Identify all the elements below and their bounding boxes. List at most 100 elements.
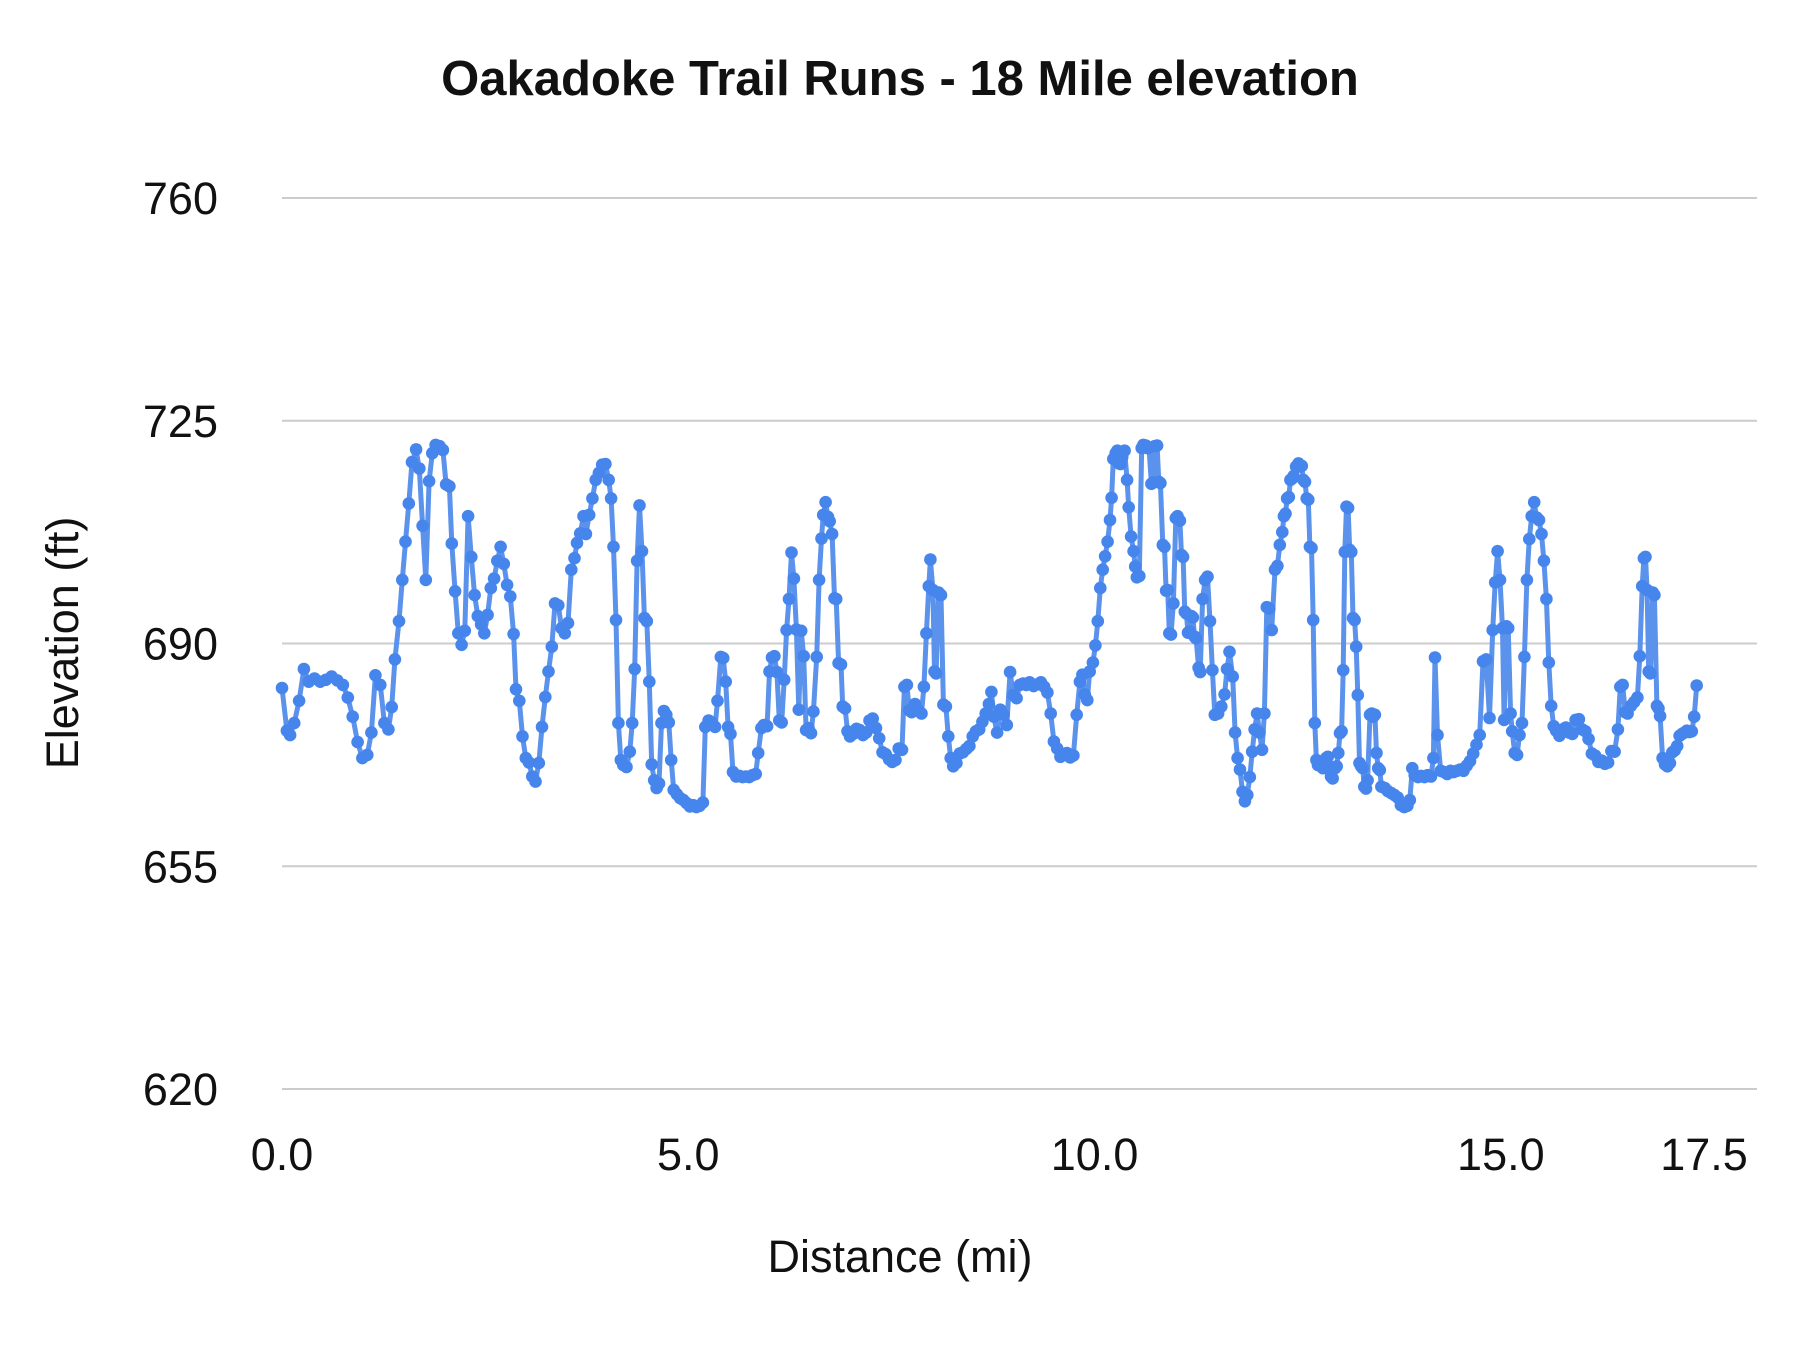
data-point-marker[interactable] (1245, 745, 1259, 758)
data-point-marker[interactable] (1128, 560, 1142, 573)
data-point-marker[interactable] (422, 474, 436, 488)
data-point-marker[interactable] (545, 640, 559, 653)
data-point-marker[interactable] (1356, 761, 1369, 775)
data-point-marker[interactable] (1424, 770, 1438, 783)
data-point-marker[interactable] (823, 515, 836, 528)
data-point-marker[interactable] (484, 581, 498, 595)
data-point-marker[interactable] (448, 585, 462, 598)
data-point-marker[interactable] (1305, 541, 1318, 555)
data-point-marker[interactable] (866, 712, 879, 725)
data-point-marker[interactable] (1243, 770, 1257, 784)
data-point-marker[interactable] (1101, 535, 1114, 548)
data-point-marker[interactable] (1540, 592, 1553, 606)
data-point-marker[interactable] (1483, 711, 1496, 725)
data-point-marker[interactable] (1631, 691, 1644, 704)
data-point-marker[interactable] (1520, 573, 1534, 587)
data-point-marker[interactable] (561, 616, 575, 630)
data-point-marker[interactable] (1493, 573, 1507, 587)
data-point-marker[interactable] (895, 743, 909, 757)
data-point-marker[interactable] (500, 578, 514, 592)
data-point-marker[interactable] (633, 499, 646, 512)
data-point-marker[interactable] (794, 624, 808, 638)
data-point-marker[interactable] (780, 623, 793, 637)
data-point-marker[interactable] (620, 760, 633, 774)
data-point-marker[interactable] (1098, 550, 1112, 563)
data-point-marker[interactable] (382, 723, 395, 736)
data-point-marker[interactable] (1644, 667, 1657, 680)
data-point-marker[interactable] (1203, 614, 1217, 628)
data-point-marker[interactable] (1479, 653, 1493, 666)
data-point-marker[interactable] (292, 694, 306, 708)
data-point-marker[interactable] (1431, 728, 1444, 742)
data-point-marker[interactable] (570, 536, 584, 550)
data-point-marker[interactable] (504, 590, 517, 603)
data-point-marker[interactable] (1070, 708, 1083, 722)
data-point-marker[interactable] (1096, 563, 1109, 576)
data-point-marker[interactable] (1648, 588, 1661, 602)
data-point-marker[interactable] (346, 710, 360, 723)
data-point-marker[interactable] (1122, 501, 1135, 514)
data-point-marker[interactable] (1067, 749, 1080, 762)
data-point-marker[interactable] (1670, 739, 1684, 753)
data-point-marker[interactable] (1370, 746, 1383, 760)
data-point-marker[interactable] (1470, 738, 1483, 751)
data-point-marker[interactable] (392, 614, 406, 628)
data-point-marker[interactable] (1428, 651, 1442, 664)
data-point-marker[interactable] (997, 708, 1010, 722)
data-point-marker[interactable] (623, 745, 637, 758)
data-point-marker[interactable] (1491, 544, 1504, 558)
data-point-marker[interactable] (341, 691, 355, 704)
data-point-marker[interactable] (760, 719, 774, 733)
data-point-marker[interactable] (812, 573, 826, 587)
data-point-marker[interactable] (1616, 678, 1629, 692)
data-point-marker[interactable] (1173, 514, 1187, 527)
data-point-marker[interactable] (1368, 708, 1382, 722)
data-point-marker[interactable] (1302, 493, 1315, 507)
data-point-marker[interactable] (497, 557, 511, 571)
data-point-marker[interactable] (1041, 686, 1054, 699)
data-point-marker[interactable] (1003, 665, 1017, 679)
data-point-marker[interactable] (529, 775, 542, 788)
data-point-marker[interactable] (1403, 793, 1417, 807)
data-point-marker[interactable] (1572, 712, 1586, 726)
data-point-marker[interactable] (1276, 525, 1289, 539)
data-point-marker[interactable] (1263, 602, 1276, 615)
data-point-marker[interactable] (829, 592, 843, 606)
data-point-marker[interactable] (1332, 746, 1345, 760)
data-point-marker[interactable] (1335, 725, 1348, 738)
data-point-marker[interactable] (985, 685, 998, 699)
data-point-marker[interactable] (1206, 663, 1219, 677)
data-point-marker[interactable] (1161, 583, 1174, 597)
data-point-marker[interactable] (579, 527, 593, 541)
data-point-marker[interactable] (1127, 544, 1140, 558)
data-point-marker[interactable] (481, 608, 494, 622)
data-point-marker[interactable] (1504, 707, 1517, 720)
data-point-marker[interactable] (716, 651, 730, 665)
data-point-marker[interactable] (625, 716, 639, 730)
data-point-marker[interactable] (522, 756, 536, 769)
data-point-marker[interactable] (297, 662, 311, 676)
data-point-marker[interactable] (652, 777, 666, 790)
data-point-marker[interactable] (287, 716, 301, 730)
data-point-marker[interactable] (807, 705, 820, 718)
data-point-marker[interactable] (532, 756, 546, 770)
data-point-marker[interactable] (1582, 732, 1595, 746)
data-point-marker[interactable] (374, 678, 387, 692)
data-point-marker[interactable] (1537, 554, 1551, 568)
data-point-marker[interactable] (1154, 476, 1167, 490)
data-point-marker[interactable] (1273, 538, 1287, 552)
data-point-marker[interactable] (1167, 597, 1180, 610)
data-point-marker[interactable] (602, 473, 615, 487)
data-point-marker[interactable] (1133, 569, 1146, 583)
data-point-marker[interactable] (775, 716, 788, 729)
data-point-marker[interactable] (1361, 774, 1374, 787)
data-point-marker[interactable] (1518, 650, 1531, 664)
data-point-marker[interactable] (1298, 475, 1312, 489)
data-point-marker[interactable] (785, 546, 798, 559)
data-point-marker[interactable] (436, 443, 450, 457)
data-point-marker[interactable] (513, 694, 526, 708)
data-point-marker[interactable] (1473, 728, 1486, 742)
data-point-marker[interactable] (834, 658, 848, 671)
data-point-marker[interactable] (1223, 645, 1236, 659)
data-point-marker[interactable] (1535, 527, 1548, 541)
